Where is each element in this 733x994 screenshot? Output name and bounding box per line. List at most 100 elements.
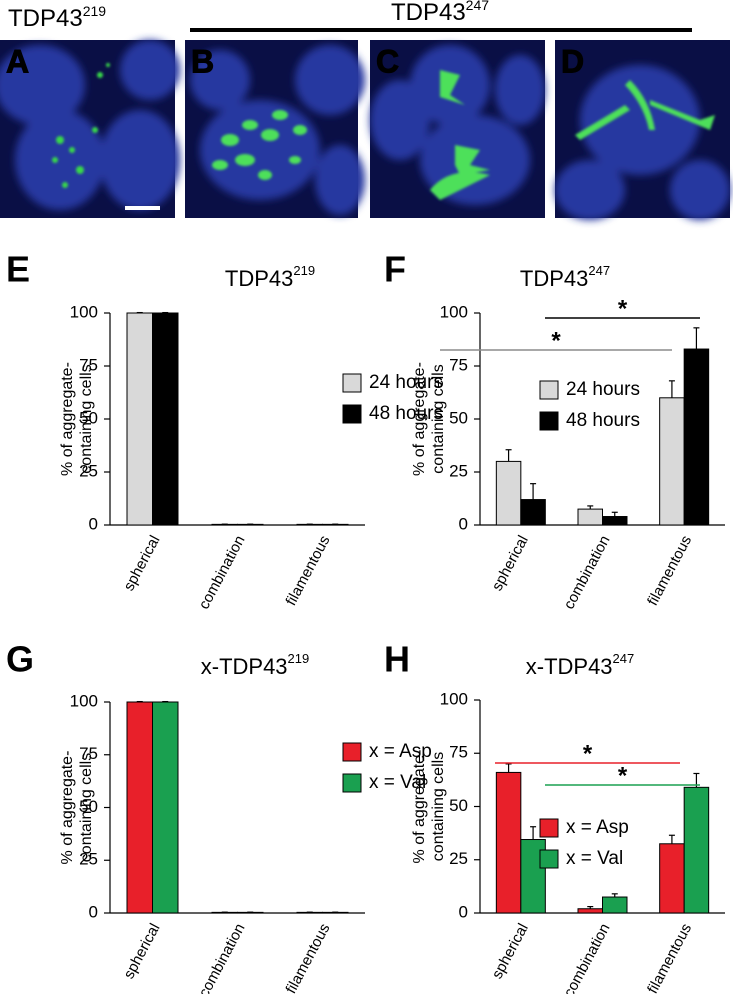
y-tick-label: 50 [449, 796, 468, 815]
x-tick-label: combination [561, 921, 614, 994]
y-tick-label: 0 [459, 514, 468, 533]
micrograph-c [370, 40, 545, 218]
x-tick-label: spherical [120, 533, 163, 594]
x-tick-label: spherical [489, 921, 532, 982]
y-tick-label: 75 [449, 355, 468, 374]
y-axis-label: containing cells [78, 364, 95, 473]
title-sup: 247 [588, 263, 610, 278]
legend-swatch [342, 773, 362, 793]
y-tick-label: 75 [79, 744, 98, 763]
bar [495, 771, 522, 914]
legend-swatch [342, 742, 362, 762]
bar [577, 508, 603, 526]
bar [577, 908, 603, 914]
y-axis-label: containing cells [430, 752, 447, 861]
significance-mark: * [618, 295, 628, 322]
legend-label: 24 hours [566, 379, 640, 400]
chart-title: TDP43219 [225, 263, 315, 290]
micrograph-d [555, 40, 730, 220]
panel-letter: H [384, 639, 410, 680]
y-axis-label: % of aggregate- [59, 751, 76, 865]
x-tick-label: spherical [120, 921, 163, 982]
y-axis-label: % of aggregate- [411, 362, 428, 476]
header-left: TDP43219 [8, 3, 106, 33]
title-sup: 219 [293, 263, 315, 278]
y-tick-label: 25 [449, 849, 468, 868]
y-tick-label: 100 [440, 689, 468, 708]
panel-letter: B [191, 43, 214, 79]
legend-label: x = Val [566, 848, 623, 869]
legend-label: x = Val [369, 772, 426, 793]
panel-letter: G [6, 639, 34, 680]
y-tick-label: 75 [449, 743, 468, 762]
bar [520, 499, 546, 526]
y-tick-label: 50 [79, 408, 98, 427]
y-tick-label: 25 [79, 461, 98, 480]
chart-title: TDP43247 [520, 263, 610, 290]
header-sup: 219 [83, 3, 107, 19]
x-tick-label: filamentous [283, 921, 334, 994]
panel-letter: D [561, 43, 584, 79]
legend-swatch [539, 849, 559, 869]
title-text: x-TDP43 [201, 654, 288, 679]
legend-swatch [342, 373, 362, 393]
y-tick-label: 25 [449, 461, 468, 480]
x-tick-label: filamentous [283, 533, 334, 609]
header-sup: 247 [466, 0, 490, 13]
y-tick-label: 100 [70, 691, 98, 710]
bar [602, 896, 628, 914]
bar [495, 460, 522, 526]
y-axis-label: containing cells [430, 364, 447, 473]
header-right: TDP43247 [391, 0, 489, 26]
bar [659, 397, 685, 526]
bar [602, 516, 628, 526]
chart-title: x-TDP43219 [201, 651, 310, 678]
legend-label: 48 hours [566, 410, 640, 431]
y-tick-label: 100 [440, 302, 468, 321]
bar [152, 701, 179, 914]
title-sup: 247 [613, 651, 635, 666]
y-tick-label: 25 [79, 850, 98, 869]
y-axis-label: % of aggregate- [411, 750, 428, 864]
legend-label: x = Asp [369, 741, 432, 762]
title-sup: 219 [288, 651, 310, 666]
bar [152, 312, 179, 526]
panel-letter: A [6, 43, 29, 79]
bar [659, 843, 685, 914]
header-text: TDP43 [8, 5, 83, 32]
header-text: TDP43 [391, 0, 466, 26]
y-tick-label: 50 [79, 797, 98, 816]
y-tick-label: 0 [459, 902, 468, 921]
x-tick-label: filamentous [644, 533, 695, 609]
bar [126, 701, 153, 914]
legend-label: 48 hours [369, 403, 443, 424]
y-tick-label: 100 [70, 302, 98, 321]
panel-letter: F [384, 249, 406, 290]
title-text: TDP43 [225, 266, 293, 291]
significance-mark: * [618, 762, 628, 789]
x-tick-label: combination [196, 533, 249, 612]
micrograph-b [185, 40, 365, 218]
micrograph-a [0, 40, 180, 218]
y-axis-label: containing cells [78, 753, 95, 862]
x-tick-label: filamentous [644, 921, 695, 994]
chart-title: x-TDP43247 [526, 651, 635, 678]
significance-mark: * [583, 740, 593, 767]
panel-letter: E [6, 249, 30, 290]
significance-mark: * [551, 327, 561, 354]
legend-swatch [539, 380, 559, 400]
bar [683, 786, 710, 914]
x-tick-label: spherical [489, 533, 532, 594]
title-text: TDP43 [520, 266, 588, 291]
bar [126, 312, 153, 526]
y-tick-label: 75 [79, 355, 98, 374]
legend-swatch [539, 411, 559, 431]
legend-label: 24 hours [369, 372, 443, 393]
panel-letter: C [376, 43, 399, 79]
title-text: x-TDP43 [526, 654, 613, 679]
y-axis-label: % of aggregate- [59, 362, 76, 476]
x-tick-label: combination [561, 533, 614, 612]
y-tick-label: 0 [89, 514, 98, 533]
legend-label: x = Asp [566, 817, 629, 838]
